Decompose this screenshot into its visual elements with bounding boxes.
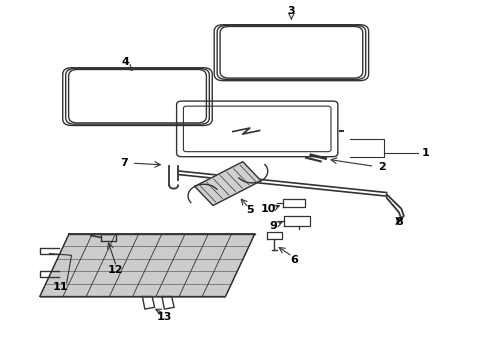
Text: 10: 10 bbox=[261, 204, 276, 214]
Text: 9: 9 bbox=[270, 221, 277, 231]
Text: 4: 4 bbox=[122, 57, 129, 67]
Text: 2: 2 bbox=[378, 162, 386, 172]
Text: 5: 5 bbox=[246, 206, 254, 216]
Text: 11: 11 bbox=[52, 282, 68, 292]
Text: 7: 7 bbox=[120, 158, 128, 168]
Text: 13: 13 bbox=[157, 312, 172, 322]
Text: 6: 6 bbox=[290, 255, 298, 265]
Text: 1: 1 bbox=[422, 148, 430, 158]
Polygon shape bbox=[40, 234, 255, 297]
Text: 3: 3 bbox=[288, 6, 295, 16]
Polygon shape bbox=[195, 162, 261, 206]
Text: 8: 8 bbox=[395, 217, 403, 227]
Text: 12: 12 bbox=[108, 265, 123, 275]
